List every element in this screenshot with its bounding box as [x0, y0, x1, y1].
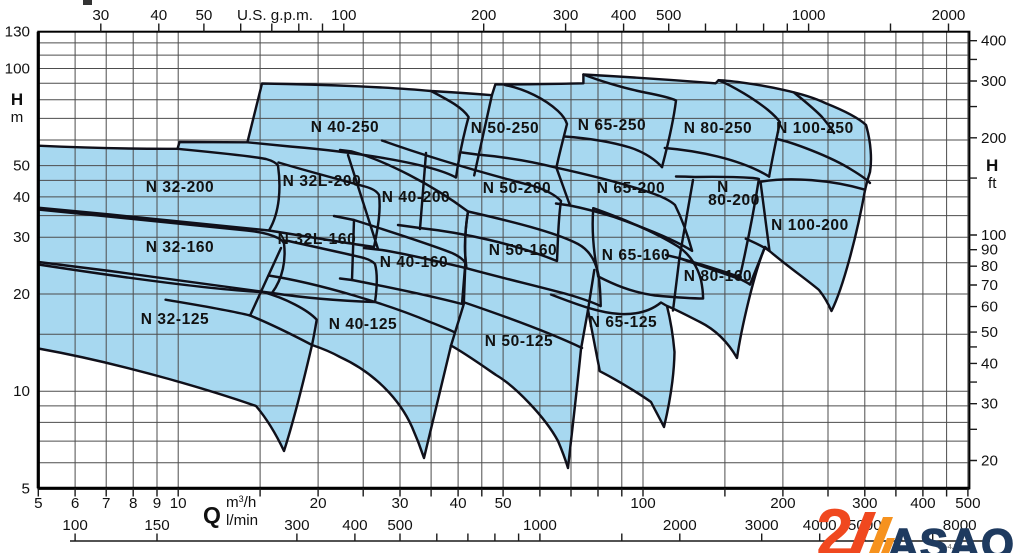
svg-text:60: 60: [981, 299, 998, 316]
svg-text:N 40-160: N 40-160: [380, 254, 449, 271]
svg-text:50: 50: [495, 495, 512, 512]
svg-text:300: 300: [553, 7, 578, 24]
svg-text:70: 70: [981, 277, 998, 294]
svg-text:N 65-125: N 65-125: [589, 314, 658, 331]
svg-text:100: 100: [981, 227, 1006, 244]
svg-text:100: 100: [62, 517, 87, 534]
svg-text:1000: 1000: [792, 7, 826, 24]
svg-text:N 100-200: N 100-200: [771, 217, 849, 234]
svg-text:40: 40: [981, 355, 998, 372]
svg-text:N 80-250: N 80-250: [684, 120, 753, 137]
svg-text:3000: 3000: [745, 517, 779, 534]
svg-text:Q: Q: [203, 502, 221, 528]
svg-text:N 50-125: N 50-125: [485, 333, 554, 350]
svg-text:300: 300: [981, 73, 1006, 90]
svg-text:9: 9: [153, 495, 161, 512]
svg-text:90: 90: [981, 242, 998, 259]
svg-text:N 32-200: N 32-200: [146, 179, 215, 196]
svg-text:400: 400: [611, 7, 636, 24]
svg-text:N 32-125: N 32-125: [141, 311, 210, 328]
svg-text:8: 8: [129, 495, 137, 512]
svg-text:30: 30: [92, 7, 109, 24]
svg-text:N 50-160: N 50-160: [489, 242, 558, 259]
svg-text:2: 2: [816, 495, 854, 553]
svg-text:'96-4.N: '96-4.N: [936, 544, 959, 551]
svg-text:30: 30: [981, 396, 998, 413]
svg-text:ft: ft: [988, 175, 997, 192]
svg-text:400: 400: [981, 33, 1006, 50]
svg-text:150: 150: [144, 517, 169, 534]
svg-text:7: 7: [102, 495, 110, 512]
svg-text:N 50-200: N 50-200: [483, 180, 552, 197]
svg-text:m: m: [11, 109, 24, 126]
svg-text:100: 100: [630, 495, 655, 512]
svg-text:N 65-160: N 65-160: [602, 247, 671, 264]
svg-text:400: 400: [910, 495, 935, 512]
svg-text:N 32-160: N 32-160: [146, 239, 215, 256]
svg-text:N 65-200: N 65-200: [597, 180, 666, 197]
svg-text:20: 20: [310, 495, 327, 512]
svg-text:50: 50: [981, 324, 998, 341]
svg-text:5: 5: [22, 480, 30, 497]
svg-text:8000: 8000: [943, 517, 977, 534]
svg-text:20: 20: [981, 453, 998, 470]
svg-text:N 40-200: N 40-200: [382, 189, 451, 206]
svg-text:U.S. g.p.m.: U.S. g.p.m.: [237, 7, 313, 24]
svg-text:ASAO: ASAO: [888, 520, 1015, 553]
svg-text:300: 300: [852, 495, 877, 512]
svg-text:H: H: [986, 156, 998, 175]
svg-text:6: 6: [71, 495, 79, 512]
svg-text:300: 300: [284, 517, 309, 534]
svg-text:500: 500: [656, 7, 681, 24]
svg-text:N 40-250: N 40-250: [311, 119, 380, 136]
svg-text:5: 5: [34, 495, 42, 512]
svg-text:N: N: [717, 179, 729, 196]
svg-text:10: 10: [13, 383, 30, 400]
svg-text:100: 100: [5, 61, 30, 78]
svg-text:N 32L-160: N 32L-160: [278, 231, 357, 248]
svg-text:N 50-250: N 50-250: [471, 120, 540, 137]
svg-text:N 32L-200: N 32L-200: [283, 173, 362, 190]
svg-text:H: H: [11, 90, 23, 109]
svg-text:40: 40: [13, 189, 30, 206]
svg-text:N 100-250: N 100-250: [776, 120, 854, 137]
svg-text:m3/h: m3/h: [226, 494, 256, 511]
svg-text:40: 40: [150, 7, 167, 24]
svg-text:N 80-160: N 80-160: [684, 268, 753, 285]
svg-text:2000: 2000: [932, 7, 966, 24]
svg-text:N 65-250: N 65-250: [578, 117, 647, 134]
svg-text:l/min: l/min: [226, 512, 258, 529]
svg-text:20: 20: [13, 286, 30, 303]
svg-text:130: 130: [5, 24, 30, 41]
svg-text:30: 30: [13, 229, 30, 246]
svg-text:1000: 1000: [523, 517, 557, 534]
svg-text:100: 100: [331, 7, 356, 24]
svg-text:200: 200: [981, 130, 1006, 147]
svg-text:50: 50: [195, 7, 212, 24]
svg-text:50: 50: [13, 158, 30, 175]
svg-text:200: 200: [770, 495, 795, 512]
svg-text:80: 80: [981, 258, 998, 275]
svg-text:30: 30: [392, 495, 409, 512]
svg-text:80-200: 80-200: [708, 192, 760, 209]
svg-text:500: 500: [955, 495, 980, 512]
svg-text:10: 10: [170, 495, 187, 512]
svg-text:400: 400: [342, 517, 367, 534]
svg-text:4000: 4000: [803, 517, 837, 534]
svg-text:500: 500: [387, 517, 412, 534]
svg-text:N 40-125: N 40-125: [329, 316, 398, 333]
svg-text:200: 200: [471, 7, 496, 24]
svg-text:40: 40: [450, 495, 467, 512]
svg-text:2000: 2000: [663, 517, 697, 534]
